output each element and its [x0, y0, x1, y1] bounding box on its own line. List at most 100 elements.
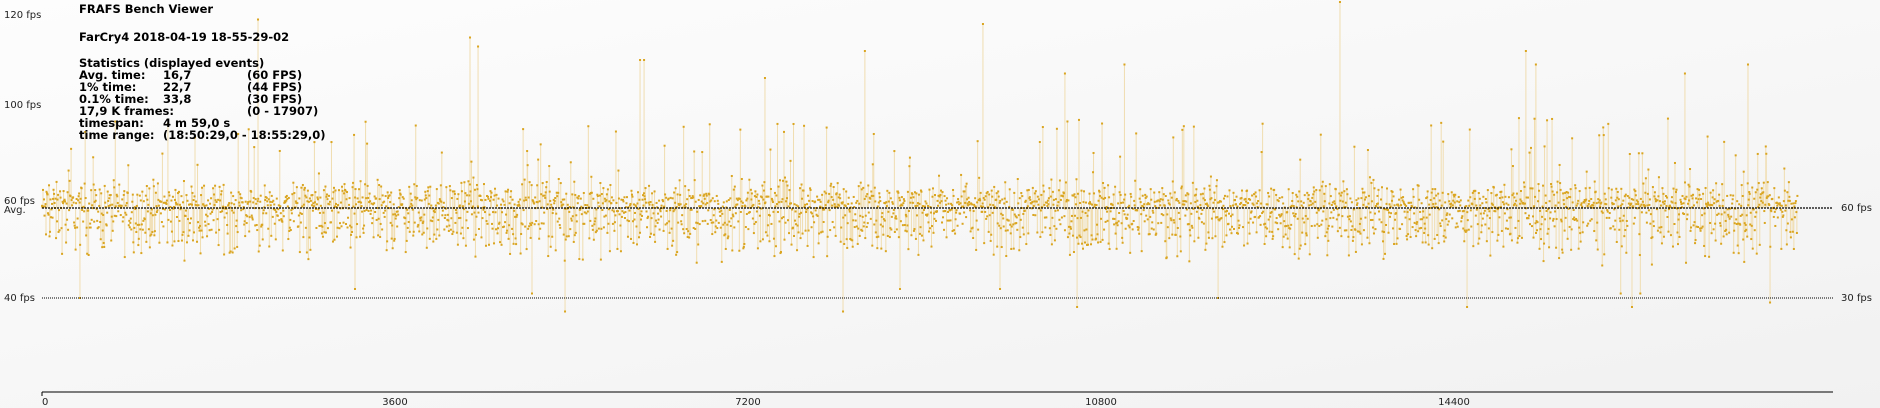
data-point	[1191, 181, 1194, 184]
data-point	[1027, 232, 1030, 235]
data-point	[934, 210, 937, 213]
data-point	[1494, 194, 1497, 197]
data-point	[1307, 197, 1310, 200]
data-point	[663, 205, 666, 208]
data-point	[927, 230, 930, 233]
data-point	[373, 195, 376, 198]
data-point	[1747, 204, 1750, 207]
data-point	[1392, 195, 1395, 198]
data-point	[1219, 217, 1222, 220]
data-point	[847, 202, 850, 205]
data-point	[1670, 200, 1673, 203]
data-point	[1578, 226, 1581, 229]
data-point	[395, 210, 398, 213]
data-point	[784, 200, 787, 203]
data-point	[1578, 190, 1581, 193]
data-point	[1156, 199, 1159, 202]
data-point	[191, 203, 194, 206]
data-point	[893, 230, 896, 233]
data-point	[470, 213, 473, 216]
data-point	[1055, 127, 1058, 130]
data-point	[662, 200, 665, 203]
data-point	[1102, 197, 1105, 200]
data-point	[356, 197, 359, 200]
data-point	[803, 205, 806, 208]
data-point	[1669, 206, 1672, 209]
data-point	[946, 219, 949, 222]
data-point	[872, 194, 875, 197]
data-point	[1066, 120, 1069, 123]
data-point	[848, 208, 851, 211]
data-point	[1450, 202, 1453, 205]
data-point	[848, 210, 851, 213]
data-point	[906, 190, 909, 193]
data-point	[657, 218, 660, 221]
data-point	[1703, 244, 1706, 247]
data-point	[949, 219, 952, 222]
data-point	[1493, 206, 1496, 209]
data-point	[1280, 214, 1283, 217]
data-point	[1741, 194, 1744, 197]
data-point	[1019, 236, 1022, 239]
data-point	[1488, 210, 1491, 213]
data-point	[210, 228, 213, 231]
data-point	[680, 220, 683, 223]
data-point	[1739, 223, 1742, 226]
data-point	[172, 207, 175, 210]
data-point	[1638, 233, 1641, 236]
data-point	[877, 201, 880, 204]
data-point	[1541, 205, 1544, 208]
data-point	[1108, 196, 1111, 199]
data-point	[98, 188, 101, 191]
data-point	[989, 203, 992, 206]
data-point	[717, 221, 720, 224]
data-point	[1427, 234, 1430, 237]
data-point	[781, 179, 784, 182]
data-point	[159, 200, 162, 203]
data-point	[1100, 196, 1103, 199]
data-point	[1196, 199, 1199, 202]
data-point	[1073, 214, 1076, 217]
data-point	[252, 201, 255, 204]
data-point	[1479, 212, 1482, 215]
data-point	[1247, 202, 1250, 205]
data-point	[753, 195, 756, 198]
x-tick-label: 14400	[1438, 397, 1470, 408]
data-point	[112, 220, 115, 223]
data-point	[1364, 196, 1367, 199]
data-point	[1395, 212, 1398, 215]
data-point	[1788, 199, 1791, 202]
data-point	[178, 219, 181, 222]
data-point	[761, 238, 764, 241]
data-point	[839, 197, 842, 200]
data-point	[135, 204, 138, 207]
data-point	[1021, 226, 1024, 229]
data-point	[1214, 235, 1217, 238]
data-point	[421, 233, 424, 236]
data-point	[1274, 208, 1277, 211]
data-point	[776, 211, 779, 214]
data-point	[1418, 227, 1421, 230]
data-point	[1491, 203, 1494, 206]
data-point	[1177, 211, 1180, 214]
data-point	[437, 218, 440, 221]
data-point	[486, 195, 489, 198]
data-point	[1059, 198, 1062, 201]
data-point	[940, 200, 943, 203]
data-point	[220, 193, 223, 196]
data-point	[1751, 186, 1754, 189]
data-point	[1396, 203, 1399, 206]
data-point	[1295, 206, 1298, 209]
avg-label: Avg.	[4, 205, 26, 216]
data-point	[57, 230, 60, 233]
data-point	[1690, 194, 1693, 197]
x-tick-label: 0	[42, 397, 48, 408]
data-point	[430, 207, 433, 210]
data-point	[1124, 193, 1127, 196]
data-point	[1149, 188, 1152, 191]
data-point	[1281, 196, 1284, 199]
data-point	[590, 175, 593, 178]
data-point	[948, 219, 951, 222]
data-point	[1017, 214, 1020, 217]
data-point	[1230, 232, 1233, 235]
